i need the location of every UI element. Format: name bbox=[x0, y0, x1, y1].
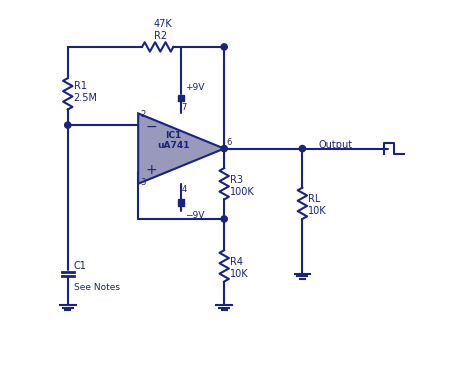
Text: R2: R2 bbox=[153, 31, 167, 41]
Text: 10K: 10K bbox=[230, 269, 248, 279]
Text: 10K: 10K bbox=[307, 206, 326, 216]
Circle shape bbox=[220, 145, 227, 152]
Polygon shape bbox=[138, 113, 224, 184]
Text: 7: 7 bbox=[181, 103, 186, 112]
Text: Output: Output bbox=[317, 140, 351, 150]
Text: R3: R3 bbox=[230, 175, 243, 185]
Text: 2.5M: 2.5M bbox=[74, 93, 97, 103]
Bar bbox=[178, 95, 184, 101]
Text: 100K: 100K bbox=[230, 187, 254, 197]
Text: −: − bbox=[146, 120, 157, 134]
Text: 4: 4 bbox=[181, 185, 186, 194]
Circle shape bbox=[64, 122, 71, 128]
Bar bbox=[178, 199, 184, 206]
Text: R1: R1 bbox=[74, 81, 87, 91]
Text: 3: 3 bbox=[140, 178, 145, 187]
Text: 6: 6 bbox=[225, 138, 231, 147]
Text: +9V: +9V bbox=[185, 83, 204, 92]
Text: R4: R4 bbox=[230, 257, 243, 267]
Circle shape bbox=[220, 44, 227, 50]
Text: +: + bbox=[146, 163, 157, 177]
Circle shape bbox=[220, 216, 227, 222]
Circle shape bbox=[299, 145, 305, 152]
Text: C1: C1 bbox=[74, 261, 86, 271]
Text: See Notes: See Notes bbox=[74, 283, 119, 292]
Text: 2: 2 bbox=[140, 110, 145, 119]
Text: IC1
uA741: IC1 uA741 bbox=[157, 131, 189, 151]
Text: RL: RL bbox=[307, 194, 320, 204]
Text: −9V: −9V bbox=[185, 211, 204, 220]
Text: 47K: 47K bbox=[153, 19, 172, 29]
